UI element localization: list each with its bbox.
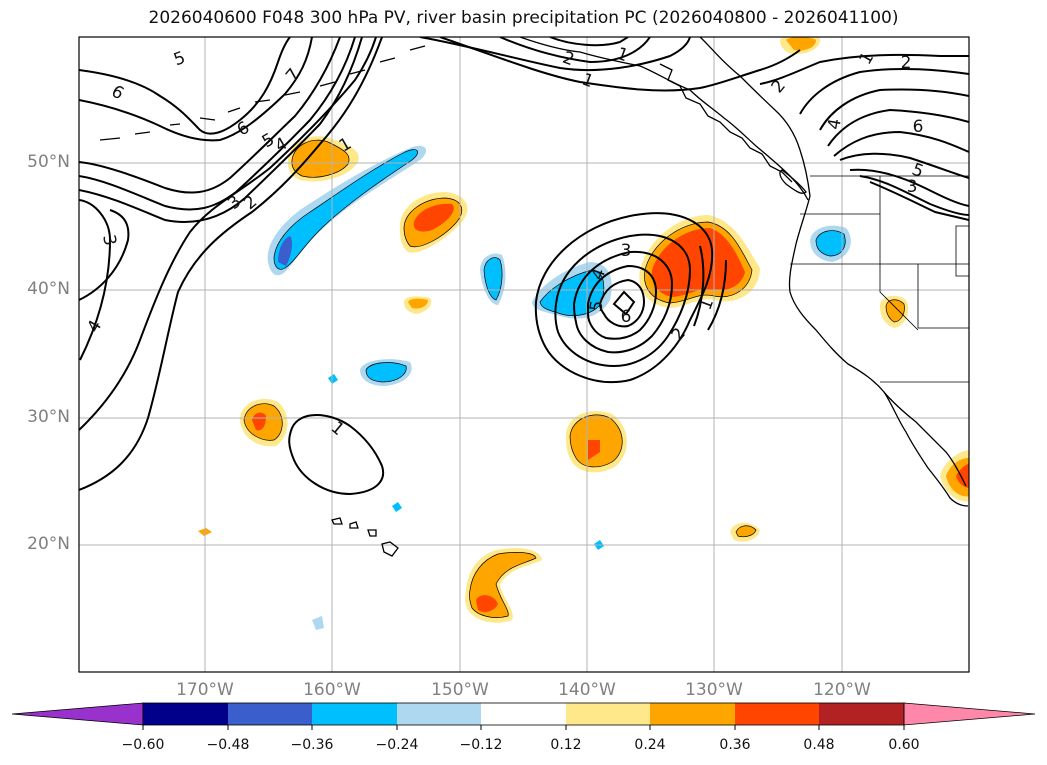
colorbar-segment [312, 703, 397, 725]
contour-label: 6 [234, 118, 253, 141]
lon-label: 160°W [303, 680, 361, 700]
lat-label: 40°N [27, 279, 70, 299]
colorbar-extend-high [903, 702, 1036, 726]
colorbar-tick-label: −0.48 [206, 737, 250, 753]
map-frame [78, 36, 970, 673]
colorbar-tick-label: 0.24 [634, 737, 666, 753]
colorbar-tick-label: −0.36 [290, 737, 334, 753]
pv-contours [79, 37, 969, 496]
contour-label: 4 [272, 134, 291, 157]
colorbar-segment [650, 703, 735, 725]
lon-label: 140°W [558, 680, 616, 700]
colorbar-tick-label: −0.60 [121, 737, 165, 753]
contour-label: 1 [579, 70, 596, 92]
political-borders [790, 175, 969, 383]
map-title: 2026040600 F048 300 hPa PV, river basin … [148, 8, 899, 28]
colorbar-tick-label: −0.12 [459, 737, 503, 753]
colorbar-segment [143, 703, 228, 725]
contour-label: 3 [907, 177, 918, 197]
contour-label: 3 [98, 233, 120, 247]
contour-label: 6 [913, 117, 924, 137]
contour-label: 1 [327, 418, 348, 440]
coastlines [99, 37, 969, 557]
contour-labels: 5 6 7 6 5 4 1 3 2 3 4 2 1 2 1 2 1 4 6 3 … [83, 44, 926, 440]
contour-label: 4 [824, 117, 846, 131]
colorbar-segment [228, 703, 312, 725]
colorbar-segment [566, 703, 650, 725]
contour-label: 6 [621, 307, 632, 327]
lon-label: 130°W [685, 680, 743, 700]
colorbar [11, 702, 1036, 730]
contour-label: 2 [901, 53, 912, 73]
colorbar-tick-label: 0.12 [550, 737, 582, 753]
contour-label: 3 [621, 241, 632, 261]
contour-label: 1 [855, 49, 878, 68]
lat-label: 50°N [27, 152, 70, 172]
contour-label: 2 [240, 192, 261, 214]
contour-label: 5 [171, 48, 188, 70]
lon-label: 170°W [176, 680, 234, 700]
lat-label: 30°N [27, 407, 70, 427]
colorbar-segment [397, 703, 481, 725]
lat-label: 20°N [27, 534, 70, 554]
contour-label: 6 [108, 81, 127, 104]
map-plot-area: 5 6 7 6 5 4 1 3 2 3 4 2 1 2 1 2 1 4 6 3 … [79, 37, 969, 672]
contour-label: 5 [586, 299, 608, 313]
colorbar-tick-label: 0.36 [719, 737, 751, 753]
colorbar-tick-label: 0.60 [888, 737, 920, 753]
colorbar-segment [735, 703, 819, 725]
lon-label: 120°W [813, 680, 871, 700]
colorbar-segment [481, 703, 566, 725]
colorbar-tick-label: 0.48 [803, 737, 835, 753]
colorbar-tick-label: −0.24 [375, 737, 419, 753]
colorbar-extend-low [11, 702, 144, 726]
precip-outlines [243, 139, 905, 618]
lon-label: 150°W [431, 680, 489, 700]
contour-label: 7 [282, 65, 304, 86]
gridlines [79, 37, 969, 672]
contour-label: 4 [83, 317, 106, 336]
precip-blobs [198, 37, 969, 630]
colorbar-segment [819, 703, 904, 725]
